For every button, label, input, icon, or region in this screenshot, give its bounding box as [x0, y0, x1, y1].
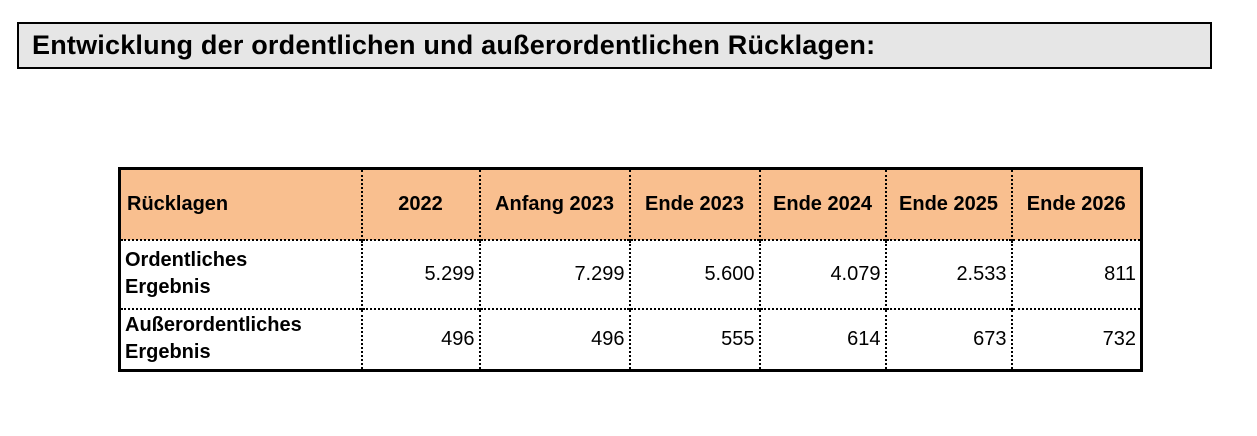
value-cell: 614	[758, 307, 886, 371]
value-cell: 2.533	[884, 238, 1012, 309]
value-cell: 7.299	[478, 238, 630, 309]
header-cell-ende-2023: Ende 2023	[628, 168, 760, 240]
header-cell-ruecklagen: Rücklagen	[119, 168, 362, 240]
value-cell: 673	[884, 307, 1012, 371]
value-cell: 811	[1010, 238, 1142, 309]
row-label-text: Außerordentliches Ergebnis	[125, 314, 302, 364]
header-cell-ende-2026: Ende 2026	[1010, 168, 1142, 240]
row-label-text: Ordentliches Ergebnis	[125, 249, 248, 298]
header-cell-ende-2025: Ende 2025	[884, 168, 1012, 240]
table-row-ordentliches-ergebnis: Ordentliches Ergebnis 5.299 7.299 5.600 …	[119, 238, 1142, 309]
value-cell: 732	[1010, 307, 1142, 371]
value-cell: 496	[360, 307, 480, 371]
value-cell: 4.079	[758, 238, 886, 309]
header-cell-2022: 2022	[360, 168, 480, 240]
header-cell-anfang-2023: Anfang 2023	[478, 168, 630, 240]
row-label: Ordentliches Ergebnis	[119, 238, 362, 309]
value-cell: 5.299	[360, 238, 480, 309]
table-header-row: Rücklagen 2022 Anfang 2023 Ende 2023 End…	[119, 168, 1142, 240]
reserves-table-container: Rücklagen 2022 Anfang 2023 Ende 2023 End…	[118, 167, 1143, 372]
row-label: Außerordentliches Ergebnis	[119, 307, 362, 371]
table-row-ausserordentliches-ergebnis: Außerordentliches Ergebnis 496 496 555 6…	[119, 307, 1142, 371]
value-cell: 555	[628, 307, 760, 371]
reserves-table: Rücklagen 2022 Anfang 2023 Ende 2023 End…	[118, 167, 1143, 372]
value-cell: 496	[478, 307, 630, 371]
header-cell-ende-2024: Ende 2024	[758, 168, 886, 240]
value-cell: 5.600	[628, 238, 760, 309]
document-title: Entwicklung der ordentlichen und außeror…	[17, 22, 1212, 69]
